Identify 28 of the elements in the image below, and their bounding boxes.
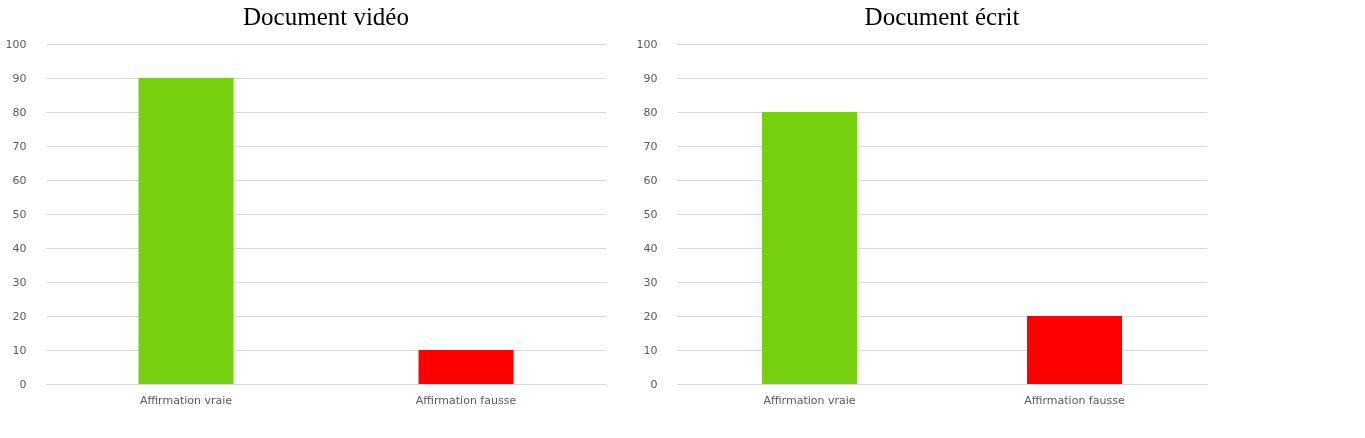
y-tick-label: 60: [643, 173, 658, 187]
y-tick-label: 80: [643, 105, 658, 119]
y-tick-label: 20: [643, 309, 658, 323]
y-tick-label: 60: [12, 173, 27, 187]
y-tick-label: 10: [12, 343, 27, 357]
y-tick-label: 0: [19, 377, 27, 391]
x-tick-label: Affirmation fausse: [1024, 393, 1125, 407]
y-tick-label: 0: [650, 377, 658, 391]
y-tick-label: 50: [12, 207, 27, 221]
x-tick-label: Affirmation vraie: [139, 393, 233, 407]
y-tick-label: 90: [12, 71, 27, 85]
y-tick-label: 10: [643, 343, 658, 357]
y-tick-label: 80: [12, 105, 27, 119]
chart-title: Document écrit: [864, 3, 1020, 30]
y-tick-label: 20: [12, 309, 27, 323]
y-tick-label: 70: [12, 139, 27, 153]
y-tick-label: 40: [12, 241, 27, 255]
y-tick-label: 30: [643, 275, 658, 289]
chart-title: Document vidéo: [243, 3, 409, 30]
y-tick-label: 70: [643, 139, 658, 153]
y-tick-label: 40: [643, 241, 658, 255]
y-tick-label: 90: [643, 71, 658, 85]
y-tick-label: 100: [636, 37, 658, 51]
y-tick-label: 100: [5, 37, 27, 51]
y-tick-label: 50: [643, 207, 658, 221]
y-tick-label: 30: [12, 275, 27, 289]
x-tick-label: Affirmation fausse: [415, 393, 517, 407]
x-tick-label: Affirmation vraie: [763, 393, 856, 407]
